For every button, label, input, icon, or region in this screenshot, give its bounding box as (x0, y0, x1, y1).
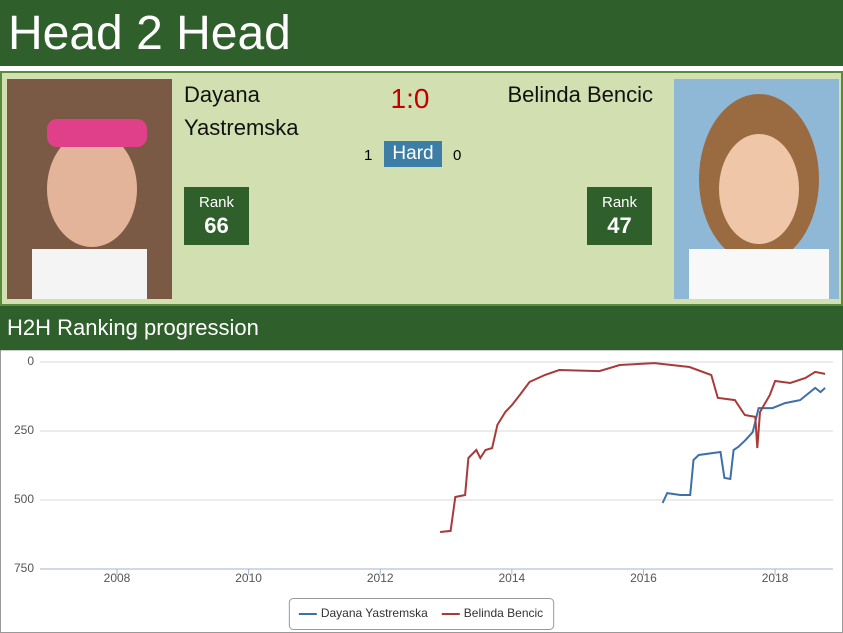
y-tick-label: 500 (14, 492, 34, 506)
page-title: Head 2 Head (0, 0, 843, 66)
surface-wins: 0 (453, 147, 462, 164)
ranking-chart: 0 250 500 750 2008 2010 2012 2014 2016 2018 Dayana… (0, 350, 843, 633)
y-tick-label: 0 (27, 354, 34, 368)
legend: Dayana Yastremska Belinda Bencic (288, 598, 555, 630)
surface-badge: Hard (384, 141, 442, 167)
y-tick-label: 750 (14, 561, 34, 575)
legend-label: Belinda Bencic (464, 606, 543, 620)
x-tick-label: 2012 (367, 571, 394, 585)
rank-label: Rank (198, 194, 235, 211)
player-photo (7, 79, 172, 299)
rank-value: 66 (204, 213, 229, 238)
series-line (439, 362, 826, 533)
score: 1:0 (390, 83, 430, 114)
player-name: Dayana Yastremska (184, 82, 299, 140)
legend-box (288, 598, 555, 630)
rank-label: Rank (601, 194, 638, 211)
x-tick-label: 2016 (630, 571, 657, 585)
y-tick-label: 250 (14, 423, 34, 437)
x-tick-label: 2008 (104, 571, 131, 585)
player-photo (674, 79, 839, 299)
legend-label: Dayana Yastremska (321, 606, 428, 620)
series-line (661, 386, 826, 504)
x-tick-label: 2018 (762, 571, 789, 585)
rank-box: Rank 47 (587, 187, 652, 245)
surface-wins: 1 (364, 147, 373, 164)
x-tick-label: 2010 (235, 571, 262, 585)
section-title: H2H Ranking progression (0, 306, 843, 350)
player-name: Belinda Bencic (507, 82, 653, 107)
rank-box: Rank 66 (184, 187, 249, 245)
x-tick-label: 2014 (498, 571, 525, 585)
rank-value: 47 (607, 213, 632, 238)
